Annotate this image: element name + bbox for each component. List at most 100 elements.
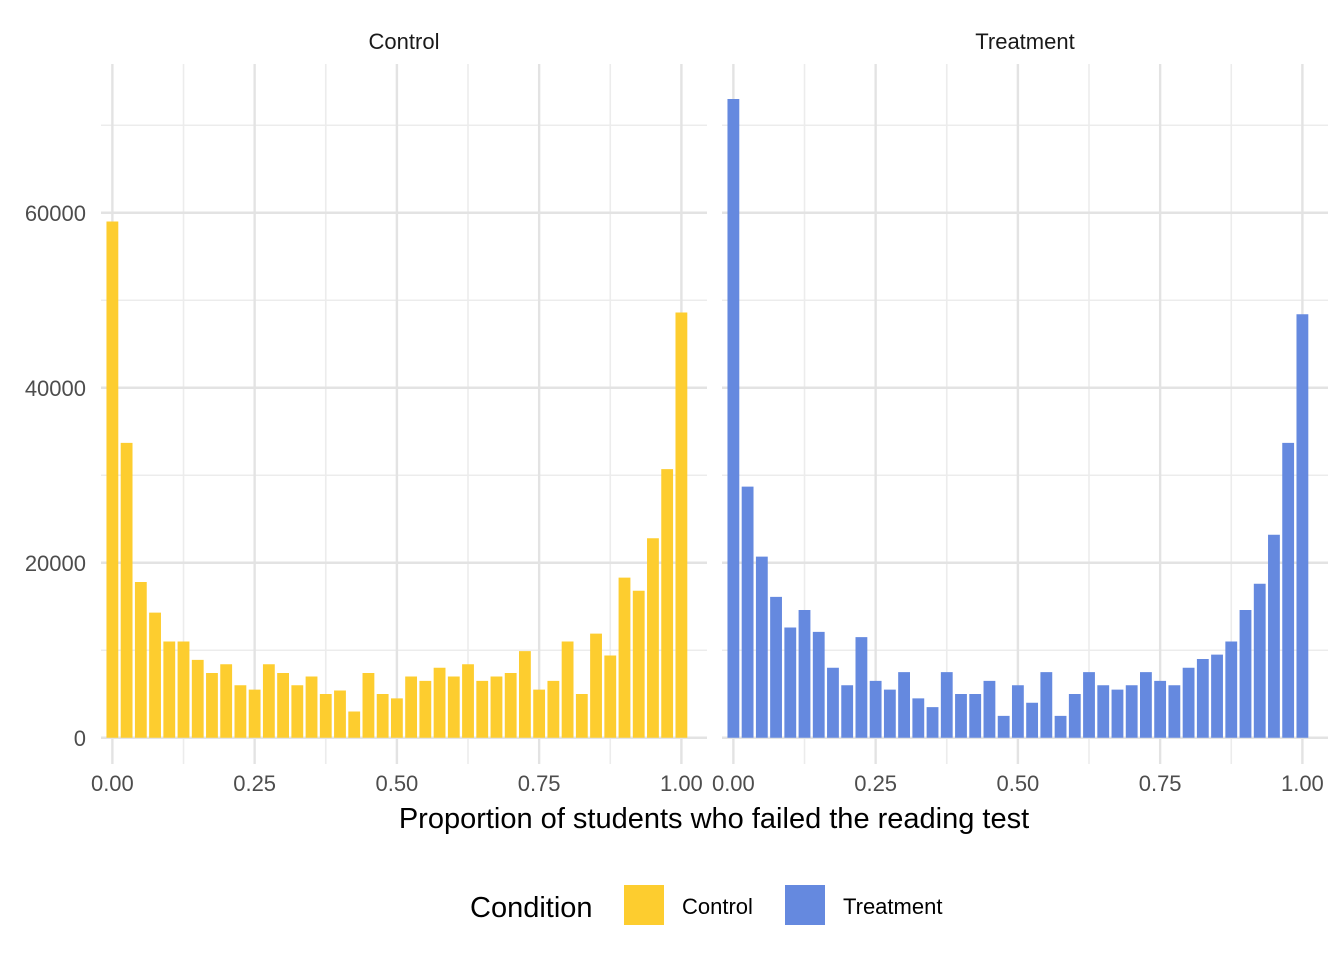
bar-control-34 <box>590 633 602 738</box>
facet-label-control: Control <box>369 29 440 54</box>
legend: Condition Control Treatment <box>470 885 942 925</box>
bar-control-20 <box>390 698 403 738</box>
bar-control-6 <box>191 659 204 738</box>
panel-control: Control 0.00 0.25 0.50 0.75 1.00 <box>91 29 707 796</box>
bar-control-17 <box>348 711 361 738</box>
bar-treatment-29 <box>1140 672 1152 738</box>
bar-control-14 <box>305 676 318 738</box>
bar-treatment-32 <box>1182 667 1195 738</box>
x-tick-label-control: 0.00 <box>91 771 134 796</box>
bar-treatment-4 <box>784 627 797 738</box>
bar-treatment-13 <box>912 698 925 738</box>
bar-control-13 <box>291 685 304 738</box>
bar-control-23 <box>433 667 446 738</box>
bar-treatment-9 <box>855 637 868 738</box>
bar-treatment-23 <box>1054 715 1067 738</box>
bar-control-11 <box>262 664 275 738</box>
bar-control-29 <box>519 651 531 738</box>
bar-treatment-5 <box>798 610 811 738</box>
bar-control-8 <box>220 664 233 738</box>
bar-control-28 <box>504 673 517 738</box>
bar-treatment-35 <box>1225 641 1238 738</box>
bar-control-33 <box>575 694 588 738</box>
legend-title: Condition <box>470 892 593 924</box>
bar-control-35 <box>604 655 617 738</box>
bar-control-30 <box>533 689 546 738</box>
bar-treatment-3 <box>770 596 782 738</box>
bar-treatment-37 <box>1253 583 1266 738</box>
panel-treatment: Treatment 0.00 0.25 0.50 0.75 1.00 <box>712 29 1328 796</box>
x-tick-label-control: 1.00 <box>660 771 703 796</box>
legend-key-treatment <box>785 885 825 925</box>
bar-control-24 <box>447 676 460 738</box>
bar-treatment-25 <box>1083 672 1095 738</box>
bar-control-12 <box>277 673 289 738</box>
bar-control-4 <box>163 641 176 738</box>
y-axis: 0 20000 40000 60000 <box>25 201 86 751</box>
x-tick-label-treatment: 0.75 <box>1139 771 1182 796</box>
bar-control-2 <box>134 582 147 738</box>
bar-control-26 <box>476 680 489 738</box>
y-tick-label: 0 <box>74 726 86 751</box>
bar-control-37 <box>632 590 645 738</box>
bar-treatment-20 <box>1011 685 1024 738</box>
bar-treatment-7 <box>827 667 839 738</box>
facet-label-treatment: Treatment <box>975 29 1074 54</box>
bar-control-3 <box>149 612 161 738</box>
bar-treatment-17 <box>969 694 982 738</box>
bar-treatment-38 <box>1268 534 1280 738</box>
legend-key-control <box>624 885 664 925</box>
bar-control-16 <box>334 690 346 738</box>
bar-treatment-24 <box>1068 694 1081 738</box>
x-tick-label-control: 0.50 <box>375 771 418 796</box>
bar-treatment-40 <box>1296 314 1309 738</box>
x-tick-label-treatment: 0.00 <box>712 771 755 796</box>
bar-control-10 <box>248 689 261 738</box>
bar-treatment-14 <box>926 707 939 738</box>
bar-treatment-28 <box>1125 685 1138 738</box>
x-tick-label-treatment: 1.00 <box>1281 771 1324 796</box>
bar-treatment-27 <box>1111 689 1124 738</box>
bar-control-25 <box>462 664 474 738</box>
bar-control-15 <box>319 694 332 738</box>
bar-treatment-21 <box>1026 702 1039 738</box>
bar-control-31 <box>547 680 560 738</box>
bar-treatment-11 <box>883 689 896 738</box>
bar-treatment-0 <box>727 99 740 738</box>
y-tick-label: 60000 <box>25 201 86 226</box>
bar-treatment-31 <box>1168 685 1181 738</box>
x-axis-title: Proportion of students who failed the re… <box>399 803 1029 835</box>
bar-treatment-6 <box>812 631 825 738</box>
facet-panels: Control 0.00 0.25 0.50 0.75 1.00 Treatment 0.00… <box>91 29 1328 796</box>
bar-treatment-22 <box>1040 672 1053 738</box>
bar-treatment-33 <box>1196 659 1209 738</box>
x-tick-label-treatment: 0.25 <box>854 771 897 796</box>
bar-control-21 <box>405 676 418 738</box>
x-tick-label-treatment: 0.50 <box>996 771 1039 796</box>
bar-control-7 <box>206 673 218 738</box>
bar-control-9 <box>234 685 247 738</box>
bar-treatment-34 <box>1211 654 1223 738</box>
bar-treatment-19 <box>997 715 1010 738</box>
bar-control-19 <box>376 694 389 738</box>
bar-treatment-39 <box>1282 442 1295 738</box>
y-tick-label: 20000 <box>25 551 86 576</box>
bar-treatment-8 <box>841 685 854 738</box>
bar-control-1 <box>120 442 133 738</box>
bar-control-0 <box>106 221 119 738</box>
bar-treatment-10 <box>869 680 882 738</box>
y-tick-label: 40000 <box>25 376 86 401</box>
bar-treatment-2 <box>755 556 768 738</box>
bar-treatment-30 <box>1154 680 1167 738</box>
legend-label-control: Control <box>682 894 753 919</box>
bar-treatment-12 <box>898 672 910 738</box>
legend-label-treatment: Treatment <box>843 894 942 919</box>
bar-control-36 <box>618 577 631 738</box>
bar-treatment-1 <box>741 486 754 738</box>
bar-control-27 <box>490 676 503 738</box>
bar-treatment-26 <box>1097 685 1110 738</box>
bar-control-18 <box>362 673 375 738</box>
bar-control-39 <box>661 469 674 738</box>
